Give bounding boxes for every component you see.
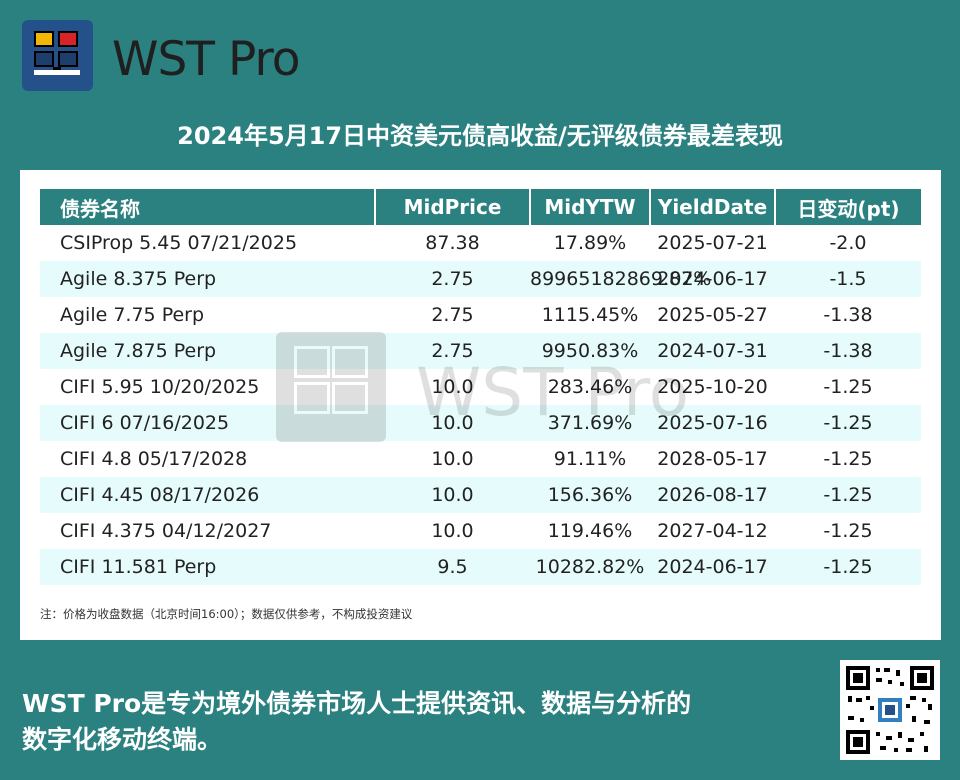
midprice-cell: 10.0 bbox=[431, 448, 474, 470]
data-panel: 债券名称 MidPrice MidYTW YieldDate 日变动(pt) C… bbox=[20, 170, 941, 640]
table-header-row: 债券名称 MidPrice MidYTW YieldDate 日变动(pt) bbox=[40, 189, 921, 225]
yielddate-cell: 2025-07-16 bbox=[650, 405, 775, 441]
daily-change-cell: -1.25 bbox=[823, 376, 873, 398]
midytw-cell: 119.46% bbox=[547, 520, 633, 542]
bond-name-cell: CIFI 4.375 04/12/2027 bbox=[60, 520, 272, 542]
table-row: Agile 8.375 Perp 2.75 89965182869.87% 2024-… bbox=[40, 261, 921, 297]
yielddate-cell: 2026-08-17 bbox=[650, 477, 775, 513]
yielddate-cell: 2028-05-17 bbox=[657, 448, 768, 470]
midytw-cell: 1115.45% bbox=[541, 304, 639, 326]
daily-change-cell: -1.25 bbox=[823, 448, 873, 470]
table-row: CIFI 5.95 10/20/2025 10.0 283.46% 2025-10-2… bbox=[40, 369, 921, 405]
table-row: CIFI 4.45 08/17/2026 10.0 156.36% 2026-08-1… bbox=[40, 477, 921, 513]
table-row: Agile 7.75 Perp 2.75 1115.45% 2025-05-27 -1.… bbox=[40, 297, 921, 333]
col-header-midprice: MidPrice bbox=[375, 189, 531, 225]
footer-description: WST Pro是专为境外债券市场人士提供资讯、数据与分析的 数字化移动终端。 bbox=[22, 686, 691, 758]
yielddate-cell: 2024-07-31 bbox=[650, 333, 775, 369]
app-logo bbox=[22, 20, 93, 91]
yielddate-cell: 2024-06-17 bbox=[650, 261, 775, 297]
daily-change-cell: -1.38 bbox=[823, 304, 873, 326]
daily-change-cell: -1.25 bbox=[775, 477, 921, 513]
midprice-cell: 10.0 bbox=[431, 376, 474, 398]
table-row: Agile 7.875 Perp 2.75 9950.83% 2024-07-31 -1… bbox=[40, 333, 921, 369]
qr-code bbox=[840, 660, 940, 760]
yielddate-cell: 2025-10-20 bbox=[657, 376, 768, 398]
brand-name: WST Pro bbox=[112, 32, 301, 87]
bond-name-cell: CIFI 4.45 08/17/2026 bbox=[40, 477, 375, 513]
yielddate-cell: 2024-06-17 bbox=[650, 549, 775, 585]
bond-name-cell: Agile 7.875 Perp bbox=[40, 333, 375, 369]
col-header-daily-change: 日变动(pt) bbox=[775, 189, 921, 225]
footer-line-1: WST Pro是专为境外债券市场人士提供资讯、数据与分析的 bbox=[22, 689, 692, 718]
footer-line-2: 数字化移动终端。 bbox=[22, 725, 223, 754]
midprice-cell: 87.38 bbox=[425, 232, 480, 254]
daily-change-cell: -1.25 bbox=[775, 549, 921, 585]
daily-change-cell: -1.25 bbox=[823, 520, 873, 542]
midytw-cell: 89965182869.87% bbox=[530, 261, 711, 297]
midprice-cell: 2.75 bbox=[375, 261, 530, 297]
table-row: CIFI 4.375 04/12/2027 10.0 119.46% 2027-04-… bbox=[40, 513, 921, 549]
footnote: 注：价格为收盘数据（北京时间16:00）；数据仅供参考，不构成投资建议 bbox=[40, 607, 413, 621]
bond-name-cell: Agile 7.75 Perp bbox=[60, 304, 205, 326]
bond-name-cell: CIFI 6 07/16/2025 bbox=[40, 405, 375, 441]
daily-change-cell: -1.25 bbox=[775, 405, 921, 441]
bond-name-cell: CIFI 4.8 05/17/2028 bbox=[60, 448, 248, 470]
midytw-cell: 91.11% bbox=[553, 448, 627, 470]
midprice-cell: 10.0 bbox=[431, 520, 474, 542]
table-row: CIFI 11.581 Perp 9.5 10282.82% 2024-06-17 -1… bbox=[40, 549, 921, 585]
col-header-yielddate: YieldDate bbox=[650, 189, 776, 225]
table-row: CIFI 4.8 05/17/2028 10.0 91.11% 2028-05-17 -… bbox=[40, 441, 921, 477]
midprice-cell: 2.75 bbox=[375, 333, 530, 369]
daily-change-cell: -1.38 bbox=[775, 333, 921, 369]
table-row: CIFI 6 07/16/2025 10.0 371.69% 2025-07-16 -1… bbox=[40, 405, 921, 441]
col-header-bond-name: 债券名称 bbox=[40, 189, 376, 225]
yielddate-cell: 2025-07-21 bbox=[657, 232, 768, 254]
midytw-cell: 156.36% bbox=[530, 477, 650, 513]
midytw-cell: 283.46% bbox=[547, 376, 633, 398]
bond-name-cell: Agile 8.375 Perp bbox=[40, 261, 375, 297]
report-title: 2024年5月17日中资美元债高收益/无评级债券最差表现 bbox=[177, 122, 783, 150]
bond-name-cell: CIFI 5.95 10/20/2025 bbox=[60, 376, 260, 398]
yielddate-cell: 2027-04-12 bbox=[657, 520, 768, 542]
col-header-midytw: MidYTW bbox=[530, 189, 651, 225]
midprice-cell: 10.0 bbox=[375, 405, 530, 441]
table-row: CSIProp 5.45 07/21/2025 87.38 17.89% 2025-0… bbox=[40, 225, 921, 261]
midprice-cell: 9.5 bbox=[375, 549, 530, 585]
bond-table: 债券名称 MidPrice MidYTW YieldDate 日变动(pt) C… bbox=[40, 189, 921, 585]
midytw-cell: 9950.83% bbox=[530, 333, 650, 369]
bond-name-cell: CIFI 11.581 Perp bbox=[40, 549, 375, 585]
daily-change-cell: -1.5 bbox=[775, 261, 921, 297]
bond-name-cell: CSIProp 5.45 07/21/2025 bbox=[60, 232, 298, 254]
midytw-cell: 10282.82% bbox=[530, 549, 650, 585]
midytw-cell: 17.89% bbox=[553, 232, 627, 254]
midprice-cell: 10.0 bbox=[375, 477, 530, 513]
midytw-cell: 371.69% bbox=[530, 405, 650, 441]
midprice-cell: 2.75 bbox=[431, 304, 474, 326]
yielddate-cell: 2025-05-27 bbox=[657, 304, 768, 326]
qr-code-icon bbox=[846, 666, 934, 754]
daily-change-cell: -2.0 bbox=[829, 232, 867, 254]
